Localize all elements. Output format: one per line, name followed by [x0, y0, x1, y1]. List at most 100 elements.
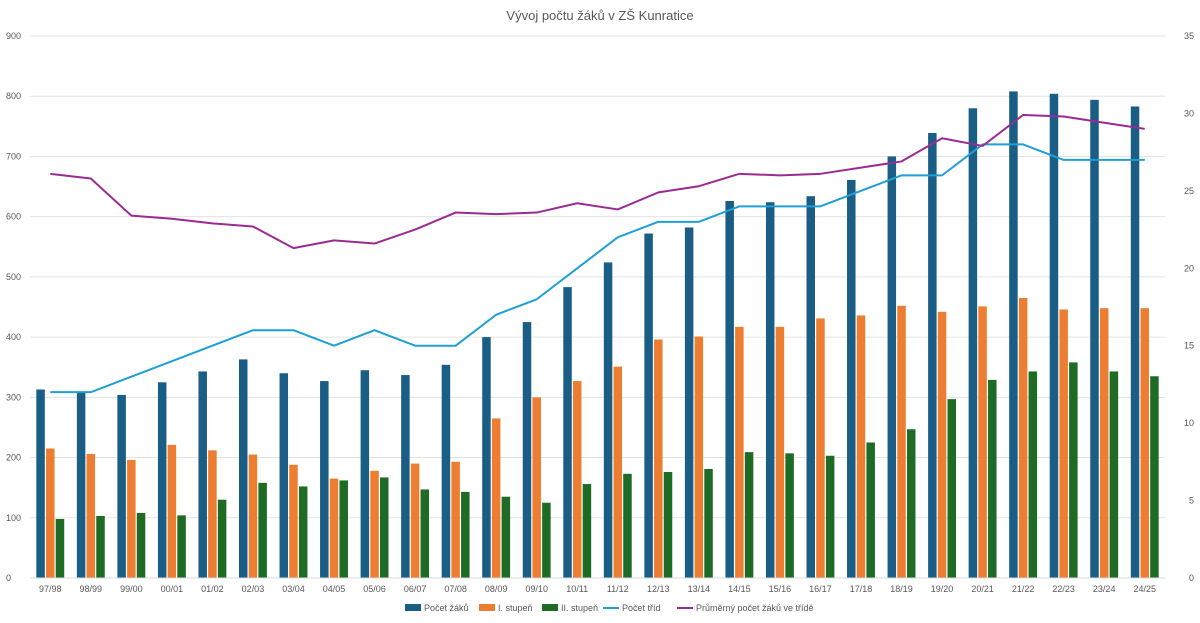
- bar: [816, 318, 825, 578]
- bar: [339, 480, 348, 578]
- x-tick-label: 01/02: [201, 584, 224, 594]
- bar: [644, 233, 653, 579]
- x-tick-label: 23/24: [1093, 584, 1116, 594]
- bar: [380, 477, 389, 578]
- bar: [988, 379, 997, 578]
- x-tick-label: 03/04: [282, 584, 305, 594]
- bar: [76, 391, 86, 578]
- x-tick-label: 97/98: [39, 584, 62, 594]
- x-tick-label: 19/20: [931, 584, 954, 594]
- x-tick-label: 98/99: [80, 584, 103, 594]
- legend-label: I. stupeň: [498, 603, 533, 613]
- bar: [461, 491, 470, 578]
- bar: [887, 156, 897, 578]
- x-tick-label: 09/10: [525, 584, 548, 594]
- right-tick-label: 0: [1189, 573, 1194, 583]
- series-line: [50, 113, 1145, 250]
- legend-swatch: [479, 604, 495, 611]
- bar: [1090, 99, 1099, 578]
- bar: [441, 364, 451, 578]
- bar: [866, 442, 875, 578]
- bar: [542, 502, 551, 578]
- x-tick-label: 10/11: [566, 584, 588, 594]
- left-tick-label: 700: [6, 151, 21, 161]
- x-tick-label: 24/25: [1133, 584, 1156, 594]
- left-axis: 0 100 200 300 400 500 600 700 800 900: [6, 31, 21, 583]
- x-tick-label: 06/07: [404, 584, 427, 594]
- bar: [572, 381, 582, 578]
- bar: [177, 515, 186, 578]
- bar: [217, 499, 227, 578]
- bar: [978, 306, 987, 578]
- bar: [1049, 93, 1059, 579]
- right-axis: 0 5 10 15 20 25 30 35: [1184, 31, 1194, 583]
- bar: [289, 464, 298, 578]
- bar: [582, 484, 592, 578]
- bar: [491, 418, 501, 578]
- bar: [451, 461, 460, 578]
- bar: [744, 452, 754, 578]
- legend-label: Počet tříd: [622, 603, 661, 613]
- bar: [238, 359, 248, 578]
- bar: [663, 472, 673, 578]
- x-tick-label: 18/19: [890, 584, 913, 594]
- x-tick-label: 00/01: [161, 584, 184, 594]
- bar: [603, 262, 613, 578]
- bar: [1059, 309, 1068, 578]
- bar: [623, 473, 632, 578]
- bar: [785, 453, 794, 578]
- x-tick-label: 20/21: [971, 584, 994, 594]
- bar: [117, 394, 126, 578]
- bar: [279, 373, 289, 578]
- x-tick-label: 16/17: [809, 584, 832, 594]
- bar: [725, 201, 734, 578]
- bar: [765, 202, 775, 579]
- bar: [258, 482, 267, 578]
- bar: [1028, 371, 1038, 578]
- bar: [937, 311, 947, 578]
- bar: [928, 132, 937, 579]
- bar: [46, 448, 55, 578]
- right-tick-label: 10: [1184, 418, 1194, 428]
- bar: [127, 459, 136, 578]
- x-tick-label: 11/12: [607, 584, 629, 594]
- bar: [501, 496, 511, 578]
- left-tick-label: 200: [6, 453, 21, 463]
- bar: [947, 399, 957, 578]
- bar: [806, 196, 815, 579]
- bar: [1130, 106, 1140, 579]
- bars: [36, 91, 1159, 579]
- right-tick-label: 30: [1184, 108, 1194, 118]
- left-tick-label: 800: [6, 91, 21, 101]
- bar: [532, 397, 541, 578]
- bar: [1109, 371, 1119, 578]
- bar: [613, 366, 623, 578]
- bar: [654, 339, 663, 578]
- legend-label: Počet žáků: [424, 603, 469, 613]
- bar: [410, 463, 420, 578]
- bar: [856, 315, 866, 578]
- x-tick-label: 07/08: [444, 584, 467, 594]
- x-tick-label: 08/09: [485, 584, 508, 594]
- bar: [1150, 376, 1159, 578]
- x-tick-label: 21/22: [1012, 584, 1035, 594]
- right-tick-label: 15: [1184, 341, 1194, 351]
- x-tick-label: 14/15: [728, 584, 751, 594]
- bar: [897, 305, 906, 578]
- bar: [482, 337, 491, 578]
- bar: [198, 371, 207, 578]
- bar: [1140, 308, 1149, 578]
- lines: [50, 113, 1145, 394]
- legend-swatch: [542, 604, 558, 611]
- bar: [1009, 91, 1018, 578]
- x-tick-label: 04/05: [323, 584, 346, 594]
- bar: [96, 515, 105, 578]
- x-tick-label: 15/16: [769, 584, 792, 594]
- right-tick-label: 25: [1184, 186, 1194, 196]
- x-tick-label: 05/06: [363, 584, 386, 594]
- bar: [684, 227, 694, 579]
- bar: [775, 326, 785, 578]
- legend-swatch: [405, 604, 421, 611]
- bar: [968, 108, 978, 579]
